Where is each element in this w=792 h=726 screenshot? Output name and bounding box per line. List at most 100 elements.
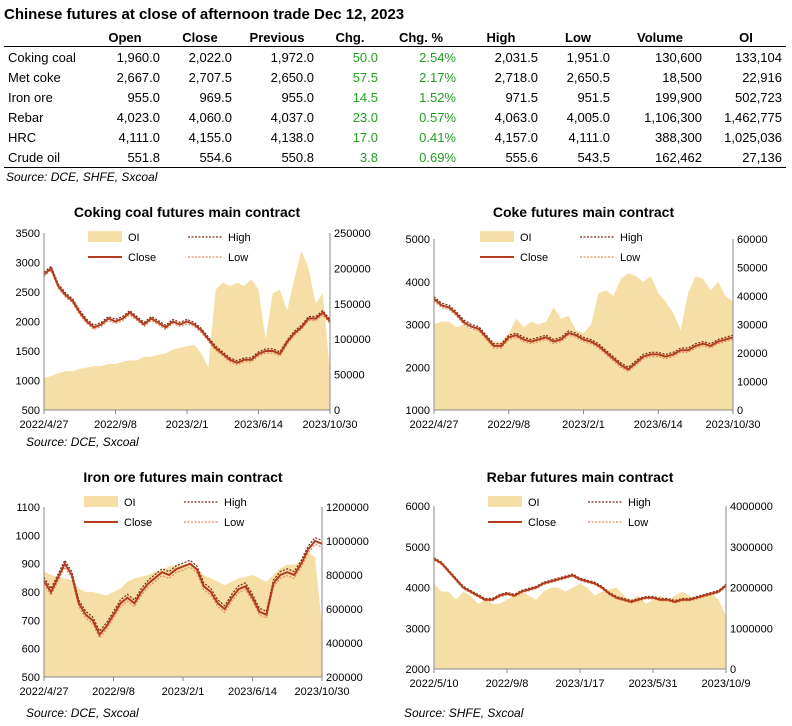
y-left-tick-label: 5000 bbox=[406, 542, 430, 554]
table-cell: 0.41% bbox=[419, 129, 456, 145]
legend-label: Low bbox=[228, 252, 248, 264]
close-line bbox=[43, 539, 323, 637]
table-cell: 955.0 bbox=[281, 89, 314, 105]
y-right-tick-label: 400000 bbox=[326, 638, 363, 650]
y-left-tick-label: 1500 bbox=[16, 346, 40, 358]
y-left-tick-label: 2000 bbox=[16, 317, 40, 329]
legend-label: OI bbox=[124, 497, 136, 509]
x-tick-label: 2023/2/1 bbox=[162, 686, 205, 698]
table-cell: 18,500 bbox=[662, 69, 702, 85]
x-tick-label: 2022/4/27 bbox=[20, 686, 69, 698]
y-left-tick-label: 900 bbox=[22, 559, 40, 571]
legend-label: Low bbox=[224, 517, 244, 529]
legend-label: Close bbox=[528, 517, 556, 529]
column-header: Open bbox=[86, 28, 164, 47]
table-cell: 1,462,775 bbox=[724, 109, 782, 125]
row-label: Iron ore bbox=[8, 89, 53, 105]
table-row: HRC 4,111.0 4,155.0 4,138.0 17.0 0.41% 4,157.0… bbox=[4, 127, 786, 147]
y-left-tick-label: 3000 bbox=[406, 320, 430, 332]
table-cell: 22,916 bbox=[742, 69, 782, 85]
x-tick-label: 2023/10/30 bbox=[294, 686, 349, 698]
x-tick-label: 2023/10/9 bbox=[702, 678, 751, 690]
y-right-tick-label: 2000000 bbox=[730, 583, 773, 595]
y-left-tick-label: 3500 bbox=[16, 228, 40, 240]
x-tick-label: 2022/9/8 bbox=[487, 419, 530, 431]
close-line bbox=[433, 298, 734, 371]
table-cell: 550.8 bbox=[236, 147, 318, 168]
y-left-tick-label: 3000 bbox=[406, 623, 430, 635]
y-right-tick-label: 250000 bbox=[334, 228, 371, 240]
y-right-tick-label: 0 bbox=[737, 405, 743, 417]
y-right-tick-label: 800000 bbox=[326, 570, 363, 582]
row-label: Coking coal bbox=[8, 49, 76, 65]
legend-oi-swatch bbox=[488, 496, 522, 507]
y-left-tick-label: 1100 bbox=[16, 502, 40, 514]
y-left-tick-label: 600 bbox=[22, 644, 40, 656]
table-row: Coking coal 1,960.0 2,022.0 1,972.0 50.0 2.54… bbox=[4, 47, 786, 68]
table-cell: 2,022.0 bbox=[188, 49, 232, 65]
y-left-tick-label: 800 bbox=[22, 587, 40, 599]
table-cell: 1,972.0 bbox=[270, 49, 314, 65]
x-tick-label: 2023/1/17 bbox=[556, 678, 605, 690]
chart-source: Source: SHFE, Sxcoal bbox=[404, 706, 524, 720]
y-right-tick-label: 1000000 bbox=[730, 623, 773, 635]
legend-oi-swatch bbox=[480, 231, 514, 242]
table-cell: 4,037.0 bbox=[270, 109, 314, 125]
table-source: Source: DCE, SHFE, Sxcoal bbox=[6, 170, 158, 184]
table-cell: 133,104 bbox=[735, 49, 782, 65]
x-tick-label: 2023/6/14 bbox=[234, 419, 283, 431]
chart-svg: Coke futures main contract 1000 2000 3000 40… bbox=[406, 204, 768, 431]
table-row: Crude oil 551.8 554.6 550.8 3.8 0.69% 555.6 543… bbox=[4, 147, 786, 168]
table-cell: 4,063.0 bbox=[494, 109, 538, 125]
y-left-tick-label: 4000 bbox=[406, 277, 430, 289]
oi-area bbox=[44, 250, 330, 410]
y-left-tick-label: 5000 bbox=[406, 234, 430, 246]
y-right-tick-label: 600000 bbox=[326, 604, 363, 616]
legend-label: OI bbox=[128, 232, 140, 244]
x-tick-label: 2023/2/1 bbox=[562, 419, 605, 431]
x-tick-label: 2022/9/8 bbox=[94, 419, 137, 431]
y-left-tick-label: 1000 bbox=[16, 376, 40, 388]
table-cell: 2,667.0 bbox=[116, 69, 160, 85]
table-cell: 1,025,036 bbox=[724, 129, 782, 145]
table-cell: 4,138.0 bbox=[270, 129, 314, 145]
y-right-tick-label: 50000 bbox=[334, 370, 365, 382]
low-line bbox=[433, 300, 734, 373]
low-line bbox=[43, 269, 331, 366]
chart-source: Source: DCE, Sxcoal bbox=[26, 706, 139, 720]
legend-label: High bbox=[228, 232, 251, 244]
row-label: Crude oil bbox=[4, 147, 86, 168]
y-left-tick-label: 500 bbox=[22, 405, 40, 417]
legend-label: Close bbox=[124, 517, 152, 529]
table-cell: 4,060.0 bbox=[188, 109, 232, 125]
table-row: Met coke 2,667.0 2,707.5 2,650.0 57.5 2.17% 2,… bbox=[4, 67, 786, 87]
table-cell: 4,005.0 bbox=[566, 109, 610, 125]
table-cell: 1.52% bbox=[419, 89, 456, 105]
table-cell: 2,718.0 bbox=[494, 69, 538, 85]
y-left-tick-label: 500 bbox=[22, 672, 40, 684]
table-cell: 2.54% bbox=[419, 49, 456, 65]
y-left-tick-label: 2000 bbox=[406, 362, 430, 374]
y-right-tick-label: 3000000 bbox=[730, 542, 773, 554]
y-right-tick-label: 60000 bbox=[737, 234, 768, 246]
column-header: Chg. bbox=[318, 28, 382, 47]
x-tick-label: 2023/5/31 bbox=[629, 678, 678, 690]
y-right-tick-label: 0 bbox=[334, 405, 340, 417]
x-tick-label: 2022/4/27 bbox=[20, 419, 69, 431]
chart-svg: Iron ore futures main contract 500 600 700 8… bbox=[16, 469, 369, 698]
x-tick-label: 2022/9/8 bbox=[486, 678, 529, 690]
table-cell: 27,136 bbox=[706, 147, 786, 168]
table-cell: 4,111.0 bbox=[118, 129, 160, 145]
table-cell: 4,111.0 bbox=[568, 129, 610, 145]
row-label: Met coke bbox=[8, 69, 61, 85]
oi-area bbox=[44, 551, 322, 677]
y-right-tick-label: 1000000 bbox=[326, 536, 369, 548]
table-cell: 4,155.0 bbox=[188, 129, 232, 145]
legend-label: High bbox=[628, 497, 651, 509]
chart-svg: Rebar futures main contract 2000 3000 4000 5… bbox=[406, 469, 773, 690]
table-cell: 2.17% bbox=[419, 69, 456, 85]
legend-label: OI bbox=[528, 497, 540, 509]
column-header: OI bbox=[706, 28, 786, 47]
table-cell: 50.0 bbox=[352, 49, 378, 65]
chart-source: Source: DCE, Sxcoal bbox=[26, 435, 139, 449]
